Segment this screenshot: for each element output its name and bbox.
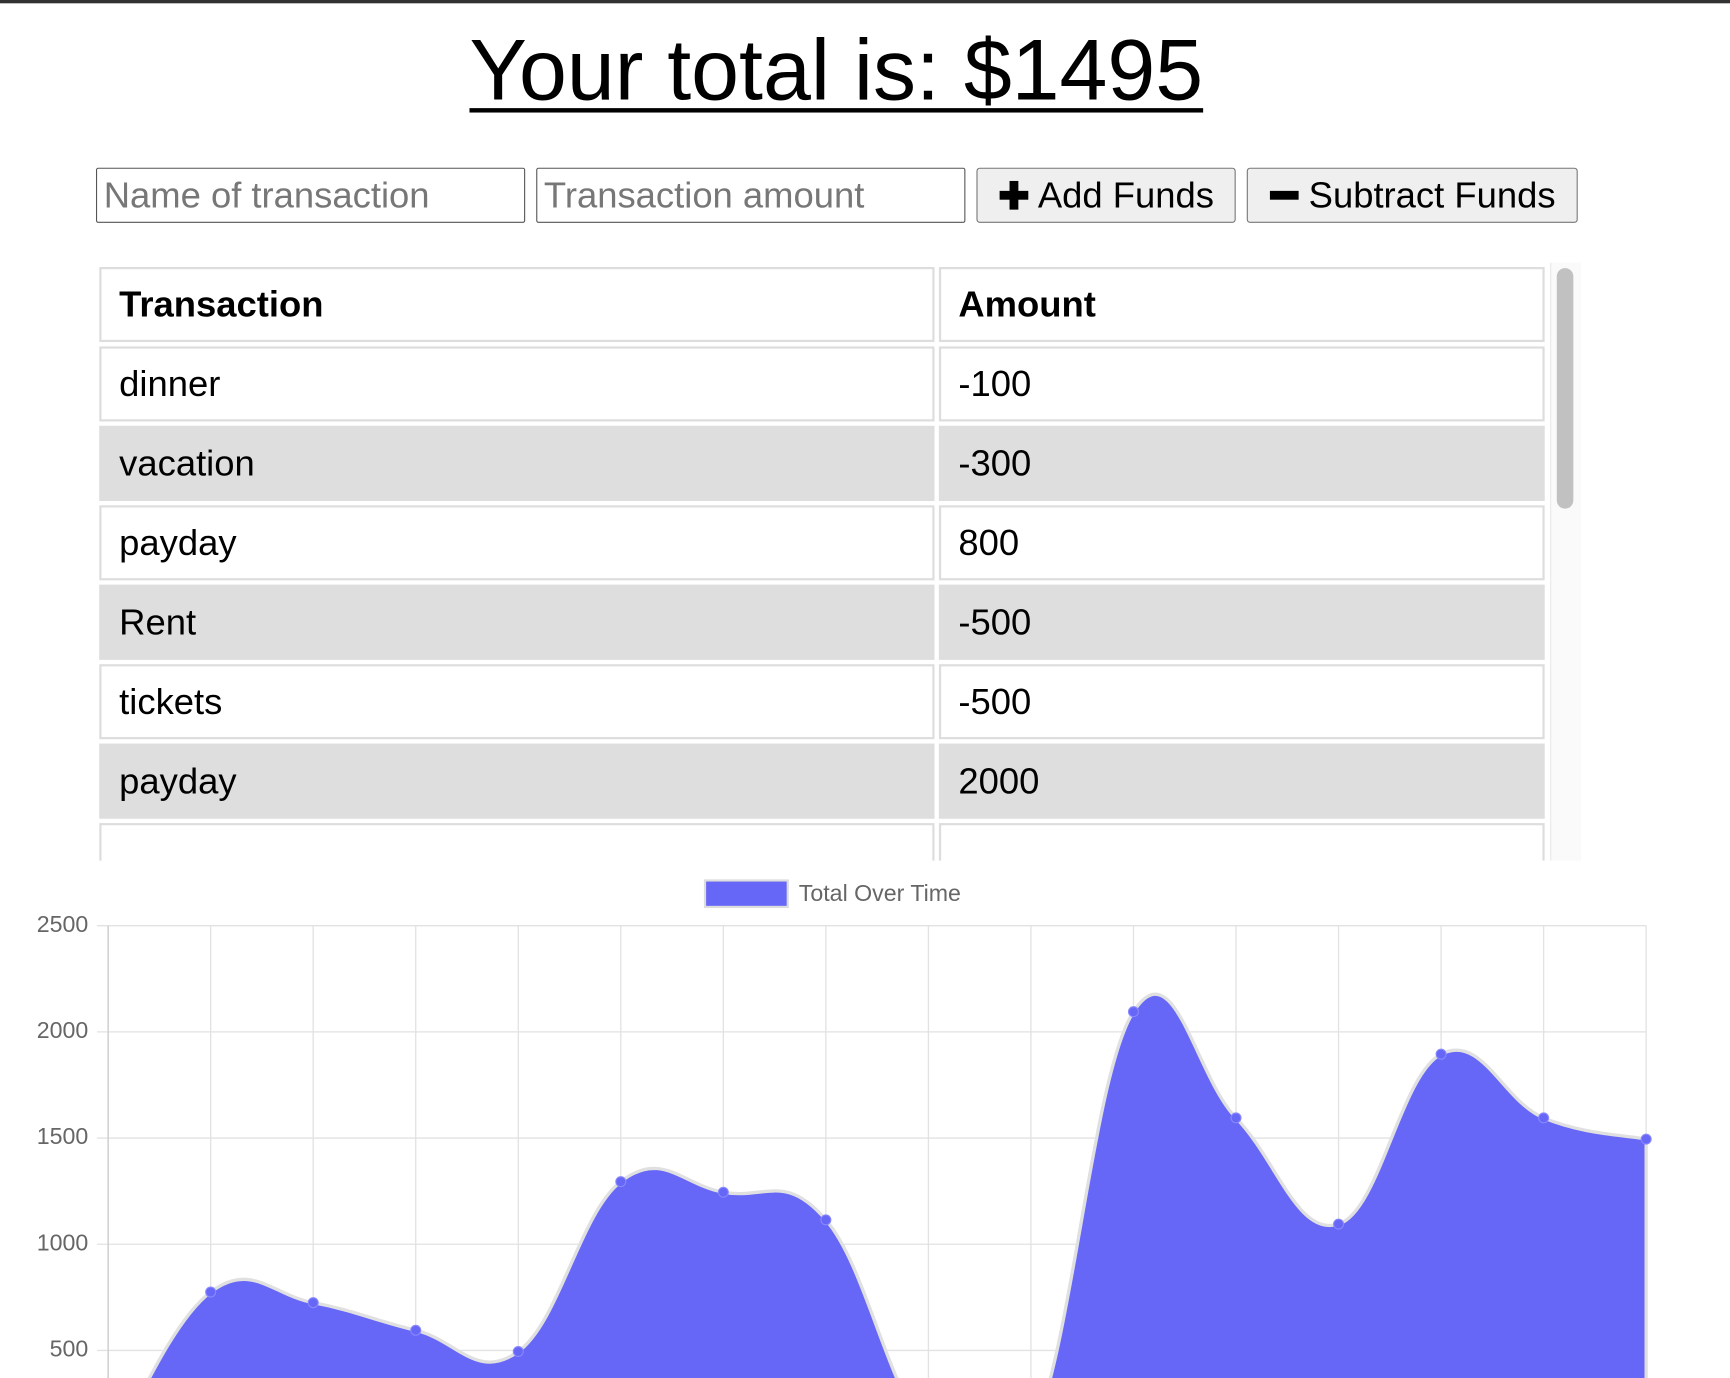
point xyxy=(615,1176,627,1188)
table-row: vacation -300 xyxy=(99,425,1545,501)
y-tick-label: 2500 xyxy=(37,911,89,937)
table-cell: vacation xyxy=(99,425,935,501)
table-row: tickets -500 xyxy=(99,664,1545,740)
subtract-label: Subtract Funds xyxy=(1308,174,1556,216)
column-header: Amount xyxy=(938,267,1545,343)
y-tick-label: 1500 xyxy=(37,1123,89,1149)
point xyxy=(1435,1048,1447,1060)
table-row: payday 2000 xyxy=(99,743,1545,819)
subtract-button[interactable]: Subtract Funds xyxy=(1246,167,1578,223)
y-tick-label: 2000 xyxy=(37,1017,89,1043)
minus-icon xyxy=(1270,190,1299,200)
legend-swatch xyxy=(703,879,789,909)
point xyxy=(820,1214,832,1226)
table-row: Rent -500 xyxy=(99,584,1545,660)
point xyxy=(1230,1112,1242,1124)
table-cell: -300 xyxy=(938,425,1545,501)
add-label: Add Funds xyxy=(1037,174,1214,216)
table-row: dinner -100 xyxy=(99,346,1545,422)
area xyxy=(147,992,1648,1378)
plus-icon xyxy=(999,180,1028,210)
table-cell: Rent xyxy=(99,584,935,660)
point xyxy=(1333,1218,1345,1230)
y-tick-label: 500 xyxy=(50,1336,89,1362)
scroll-thumb[interactable] xyxy=(1556,268,1574,509)
table-cell xyxy=(938,823,1545,861)
point xyxy=(205,1286,217,1298)
point xyxy=(1127,1006,1139,1018)
chart: 500 1000 1500 2000 2500 Total Over Time xyxy=(37,879,1652,1378)
legend-label: Total Over Time xyxy=(799,880,961,906)
table-cell: 800 xyxy=(938,505,1545,581)
point xyxy=(307,1297,319,1309)
table-cell: dinner xyxy=(99,346,935,422)
table-cell: tickets xyxy=(99,664,935,740)
transactions-table: Transaction Amount dinner -100 vacation -300 p… xyxy=(95,263,1549,861)
point xyxy=(512,1346,524,1358)
column-header: Transaction xyxy=(99,267,935,343)
table-cell: 2000 xyxy=(938,743,1545,819)
total-title: Your total is: $1495 xyxy=(469,20,1204,119)
table-cell: -500 xyxy=(938,664,1545,740)
point xyxy=(1640,1133,1652,1145)
table-cell: -100 xyxy=(938,346,1545,422)
amount-input[interactable] xyxy=(536,167,966,223)
table-row: payday 800 xyxy=(99,505,1545,581)
header-row: Transaction Amount xyxy=(99,267,1545,343)
y-tick-label: 1000 xyxy=(37,1229,89,1255)
point xyxy=(410,1324,422,1336)
table-container: Transaction Amount dinner -100 vacation -300 p… xyxy=(95,263,1580,861)
point xyxy=(1538,1112,1550,1124)
table-cell: payday xyxy=(99,743,935,819)
table-row xyxy=(99,823,1545,861)
table-cell xyxy=(99,823,935,861)
table-cell: -500 xyxy=(938,584,1545,660)
point xyxy=(717,1186,729,1198)
top-bar xyxy=(0,0,1730,4)
add-button[interactable]: Add Funds xyxy=(976,167,1236,223)
name-input[interactable] xyxy=(95,167,526,223)
table-cell: payday xyxy=(99,505,935,581)
